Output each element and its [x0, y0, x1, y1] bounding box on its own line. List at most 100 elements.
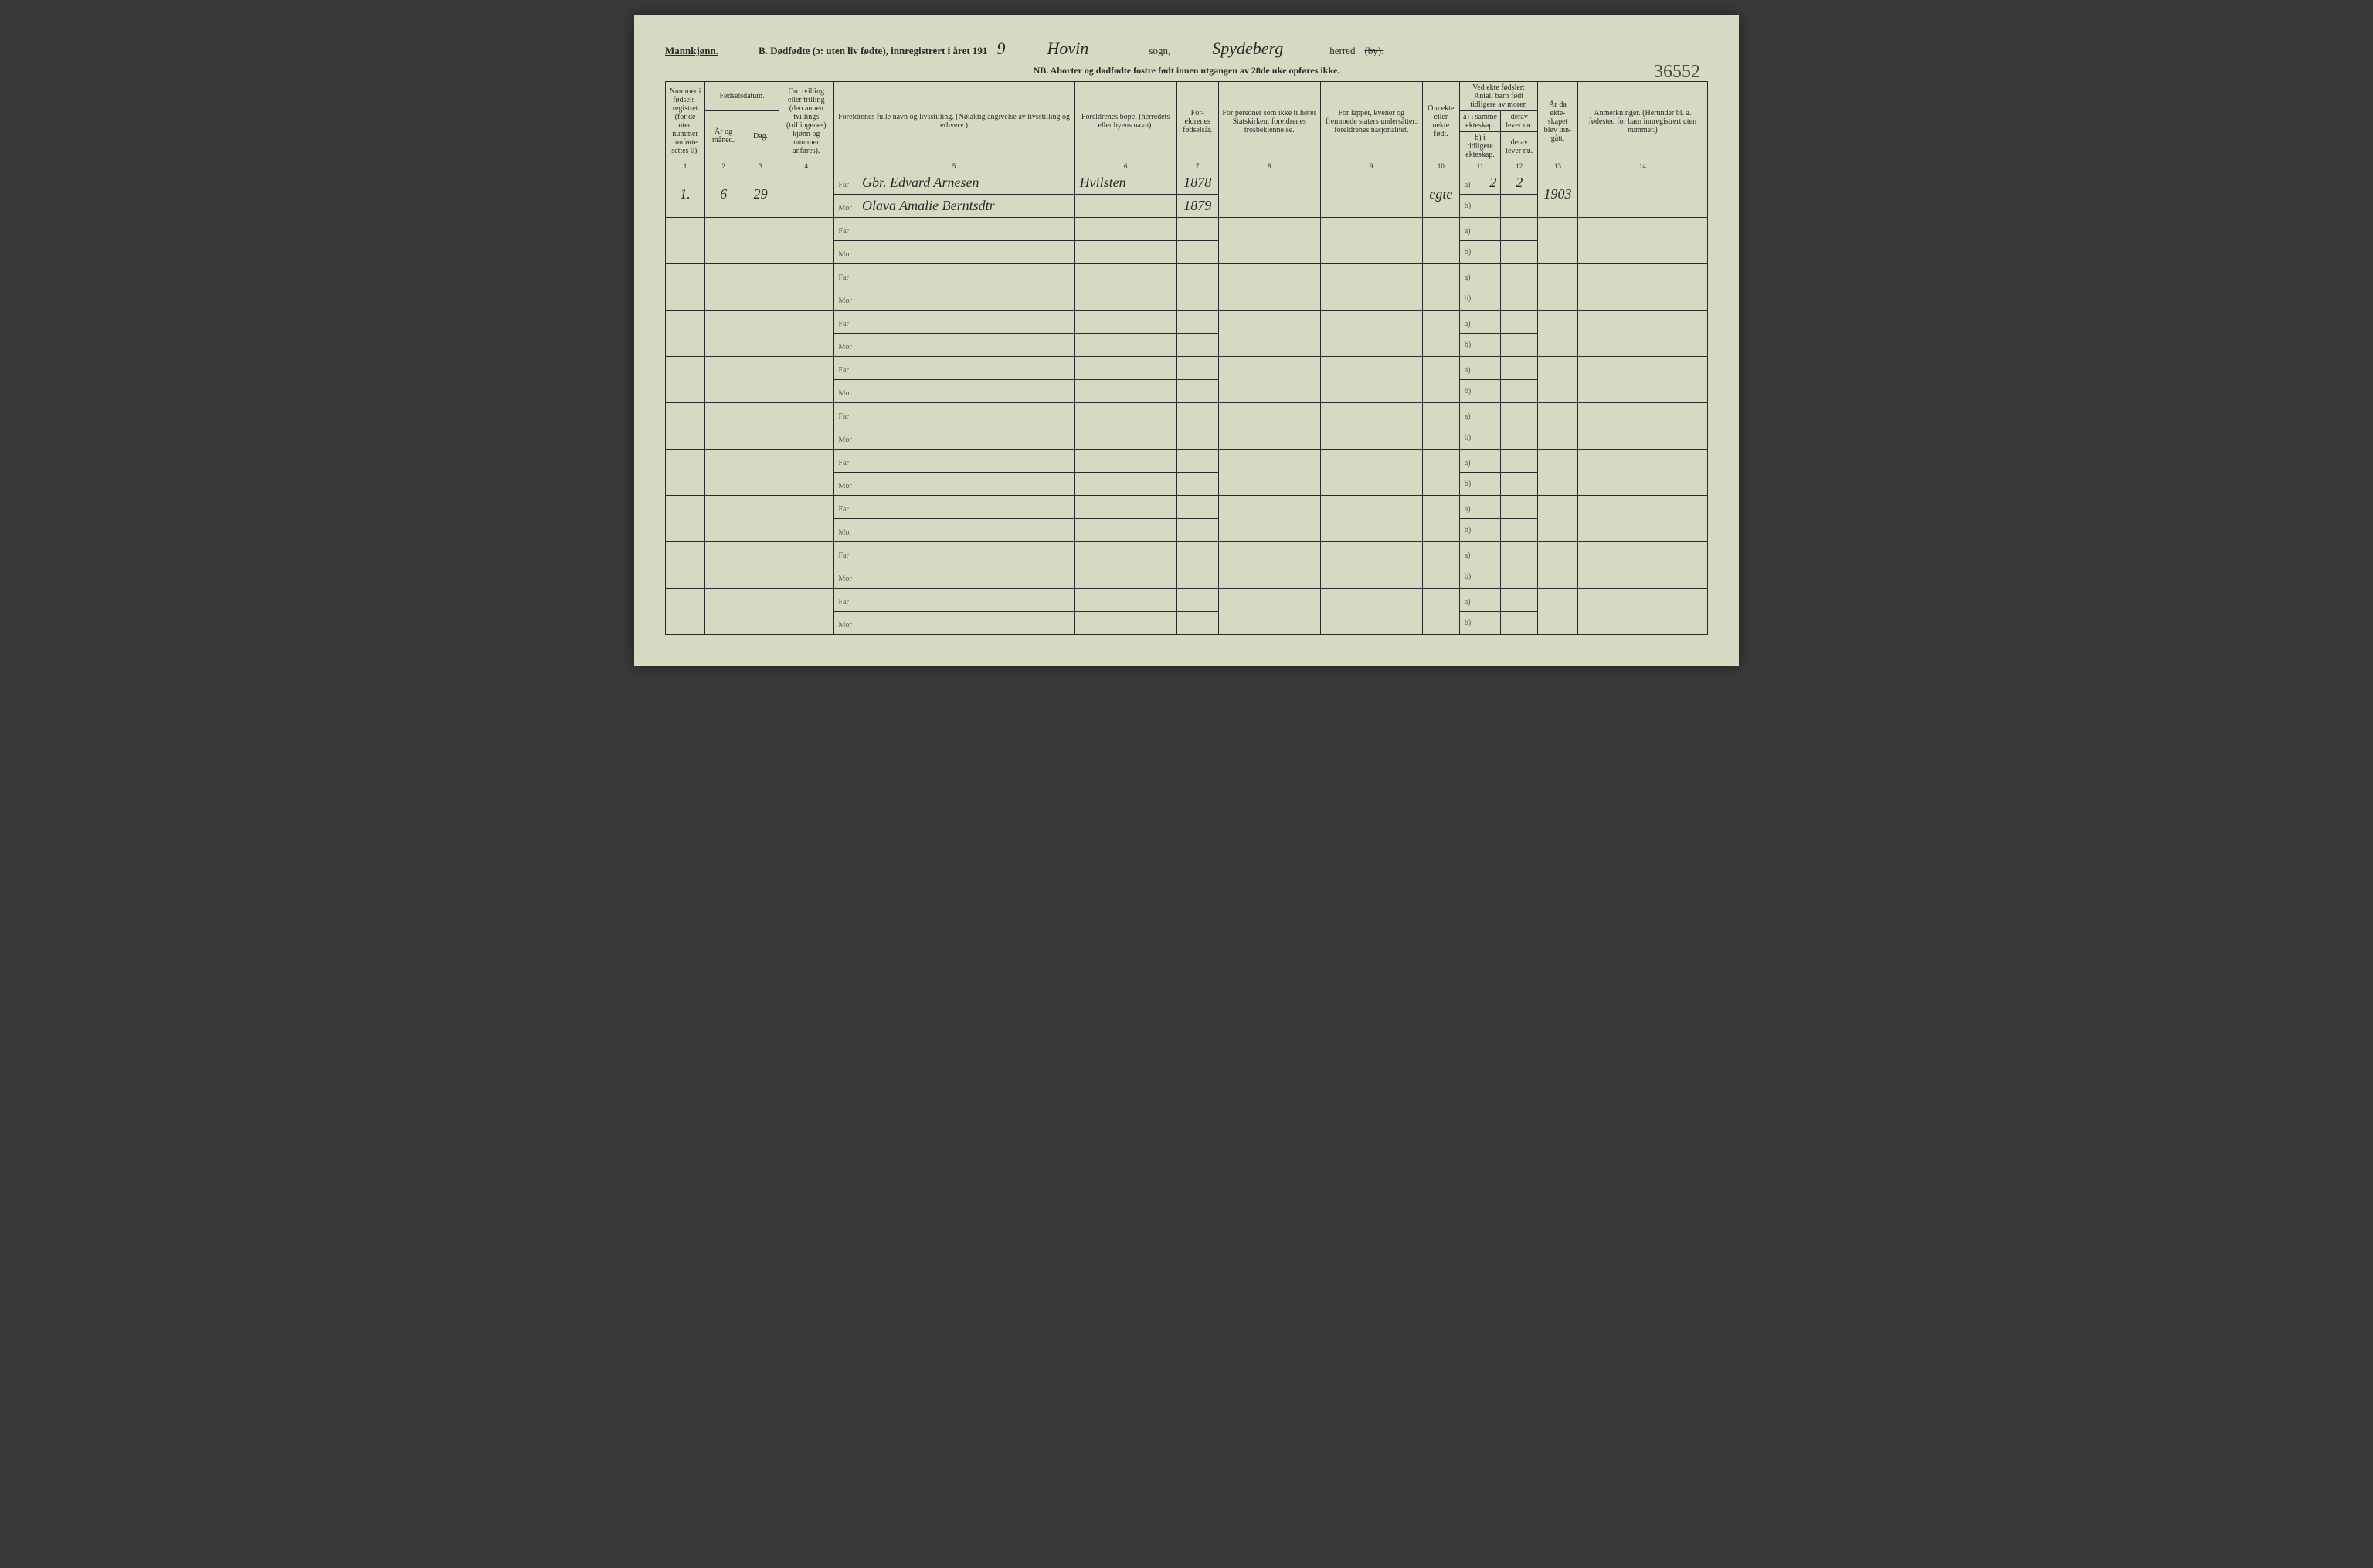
cell-nasj — [1320, 357, 1422, 403]
cell-tros — [1218, 403, 1320, 450]
cell-nasj — [1320, 450, 1422, 496]
cell-far-name: Far — [833, 542, 1074, 565]
cell-11b: b) — [1459, 473, 1500, 496]
cell-mor-name: Mor — [833, 287, 1074, 311]
cell-num — [666, 264, 705, 311]
table-row-far: Far a) — [666, 311, 1708, 334]
cell-bopel-mor — [1074, 426, 1176, 450]
cell-twin — [779, 496, 833, 542]
cell-14 — [1577, 450, 1707, 496]
cell-day — [742, 218, 779, 264]
cell-11b: b) — [1459, 287, 1500, 311]
colnum: 4 — [779, 161, 833, 171]
cell-11a: a) — [1459, 311, 1500, 334]
cell-ekte — [1422, 542, 1459, 589]
cell-nasj — [1320, 171, 1422, 218]
cell-tros — [1218, 450, 1320, 496]
cell-11b: b) — [1459, 380, 1500, 403]
cell-far-name: Far — [833, 264, 1074, 287]
cell-day — [742, 542, 779, 589]
cell-ekte — [1422, 311, 1459, 357]
cell-12b — [1501, 380, 1538, 403]
cell-ekte — [1422, 496, 1459, 542]
col-6-header: Foreldrenes bopel (herredets eller byens… — [1074, 82, 1176, 161]
cell-year-month — [705, 218, 742, 264]
cell-12b — [1501, 241, 1538, 264]
cell-mor-year — [1176, 426, 1218, 450]
cell-ekte — [1422, 218, 1459, 264]
cell-year-month: 6 — [705, 171, 742, 218]
col-11b-header: b) i tidligere ekteskap. — [1459, 132, 1500, 161]
cell-far-year — [1176, 218, 1218, 241]
cell-tros — [1218, 311, 1320, 357]
cell-far-year — [1176, 496, 1218, 519]
cell-mor-year — [1176, 380, 1218, 403]
cell-11a: a) — [1459, 357, 1500, 380]
cell-bopel — [1074, 264, 1176, 287]
cell-mor-name: Mor Olava Amalie Berntsdtr — [833, 195, 1074, 218]
cell-bopel — [1074, 311, 1176, 334]
cell-13: 1903 — [1538, 171, 1578, 218]
cell-bopel — [1074, 218, 1176, 241]
cell-12a — [1501, 450, 1538, 473]
cell-14 — [1577, 264, 1707, 311]
col-fd-header: Fødselsdatum. — [705, 82, 779, 111]
cell-day — [742, 403, 779, 450]
cell-far-year — [1176, 589, 1218, 612]
cell-14 — [1577, 542, 1707, 589]
cell-nasj — [1320, 403, 1422, 450]
cell-nasj — [1320, 264, 1422, 311]
cell-bopel — [1074, 589, 1176, 612]
col-1-header: Nummer i fødsels-registret (for de uten … — [666, 82, 705, 161]
cell-day — [742, 264, 779, 311]
cell-ekte — [1422, 403, 1459, 450]
cell-far-year — [1176, 450, 1218, 473]
cell-twin — [779, 403, 833, 450]
cell-14 — [1577, 589, 1707, 635]
cell-tros — [1218, 589, 1320, 635]
cell-year-month — [705, 589, 742, 635]
cell-ekte — [1422, 357, 1459, 403]
table-body: 1.629Far Gbr. Edvard ArnesenHvilsten1878… — [666, 171, 1708, 635]
cell-11a: a) — [1459, 450, 1500, 473]
cell-11b: b) — [1459, 519, 1500, 542]
table-row-far: Far a) — [666, 589, 1708, 612]
cell-num: 1. — [666, 171, 705, 218]
cell-year-month — [705, 264, 742, 311]
document-page: Mannkjønn. B. Dødfødte (ɔ: uten liv født… — [634, 15, 1739, 666]
cell-13 — [1538, 357, 1578, 403]
col-5-header: Foreldrenes fulle navn og livsstilling. … — [833, 82, 1074, 161]
cell-11b: b) — [1459, 612, 1500, 635]
cell-day — [742, 496, 779, 542]
table-row-far: 1.629Far Gbr. Edvard ArnesenHvilsten1878… — [666, 171, 1708, 195]
cell-14 — [1577, 311, 1707, 357]
table-header: Nummer i fødsels-registret (for de uten … — [666, 82, 1708, 171]
cell-num — [666, 357, 705, 403]
cell-bopel-mor — [1074, 287, 1176, 311]
cell-12a — [1501, 218, 1538, 241]
cell-12a — [1501, 357, 1538, 380]
cell-ekte — [1422, 450, 1459, 496]
cell-nasj — [1320, 542, 1422, 589]
cell-mor-year: 1879 — [1176, 195, 1218, 218]
cell-ekte — [1422, 264, 1459, 311]
cell-twin — [779, 311, 833, 357]
cell-14 — [1577, 403, 1707, 450]
cell-year-month — [705, 357, 742, 403]
cell-11a: a) — [1459, 264, 1500, 287]
header-row: Mannkjønn. B. Dødfødte (ɔ: uten liv født… — [665, 39, 1708, 59]
cell-13 — [1538, 450, 1578, 496]
table-row-far: Far a) — [666, 542, 1708, 565]
cell-mor-name: Mor — [833, 519, 1074, 542]
cell-year-month — [705, 542, 742, 589]
cell-far-year — [1176, 311, 1218, 334]
cell-far-name: Far — [833, 403, 1074, 426]
cell-bopel-mor — [1074, 612, 1176, 635]
table-row-far: Far a) — [666, 218, 1708, 241]
cell-13 — [1538, 311, 1578, 357]
col-8-header: For personer som ikke tilhører Statskirk… — [1218, 82, 1320, 161]
cell-mor-name: Mor — [833, 473, 1074, 496]
table-row-far: Far a) — [666, 403, 1708, 426]
colnum: 2 — [705, 161, 742, 171]
cell-bopel-mor — [1074, 380, 1176, 403]
